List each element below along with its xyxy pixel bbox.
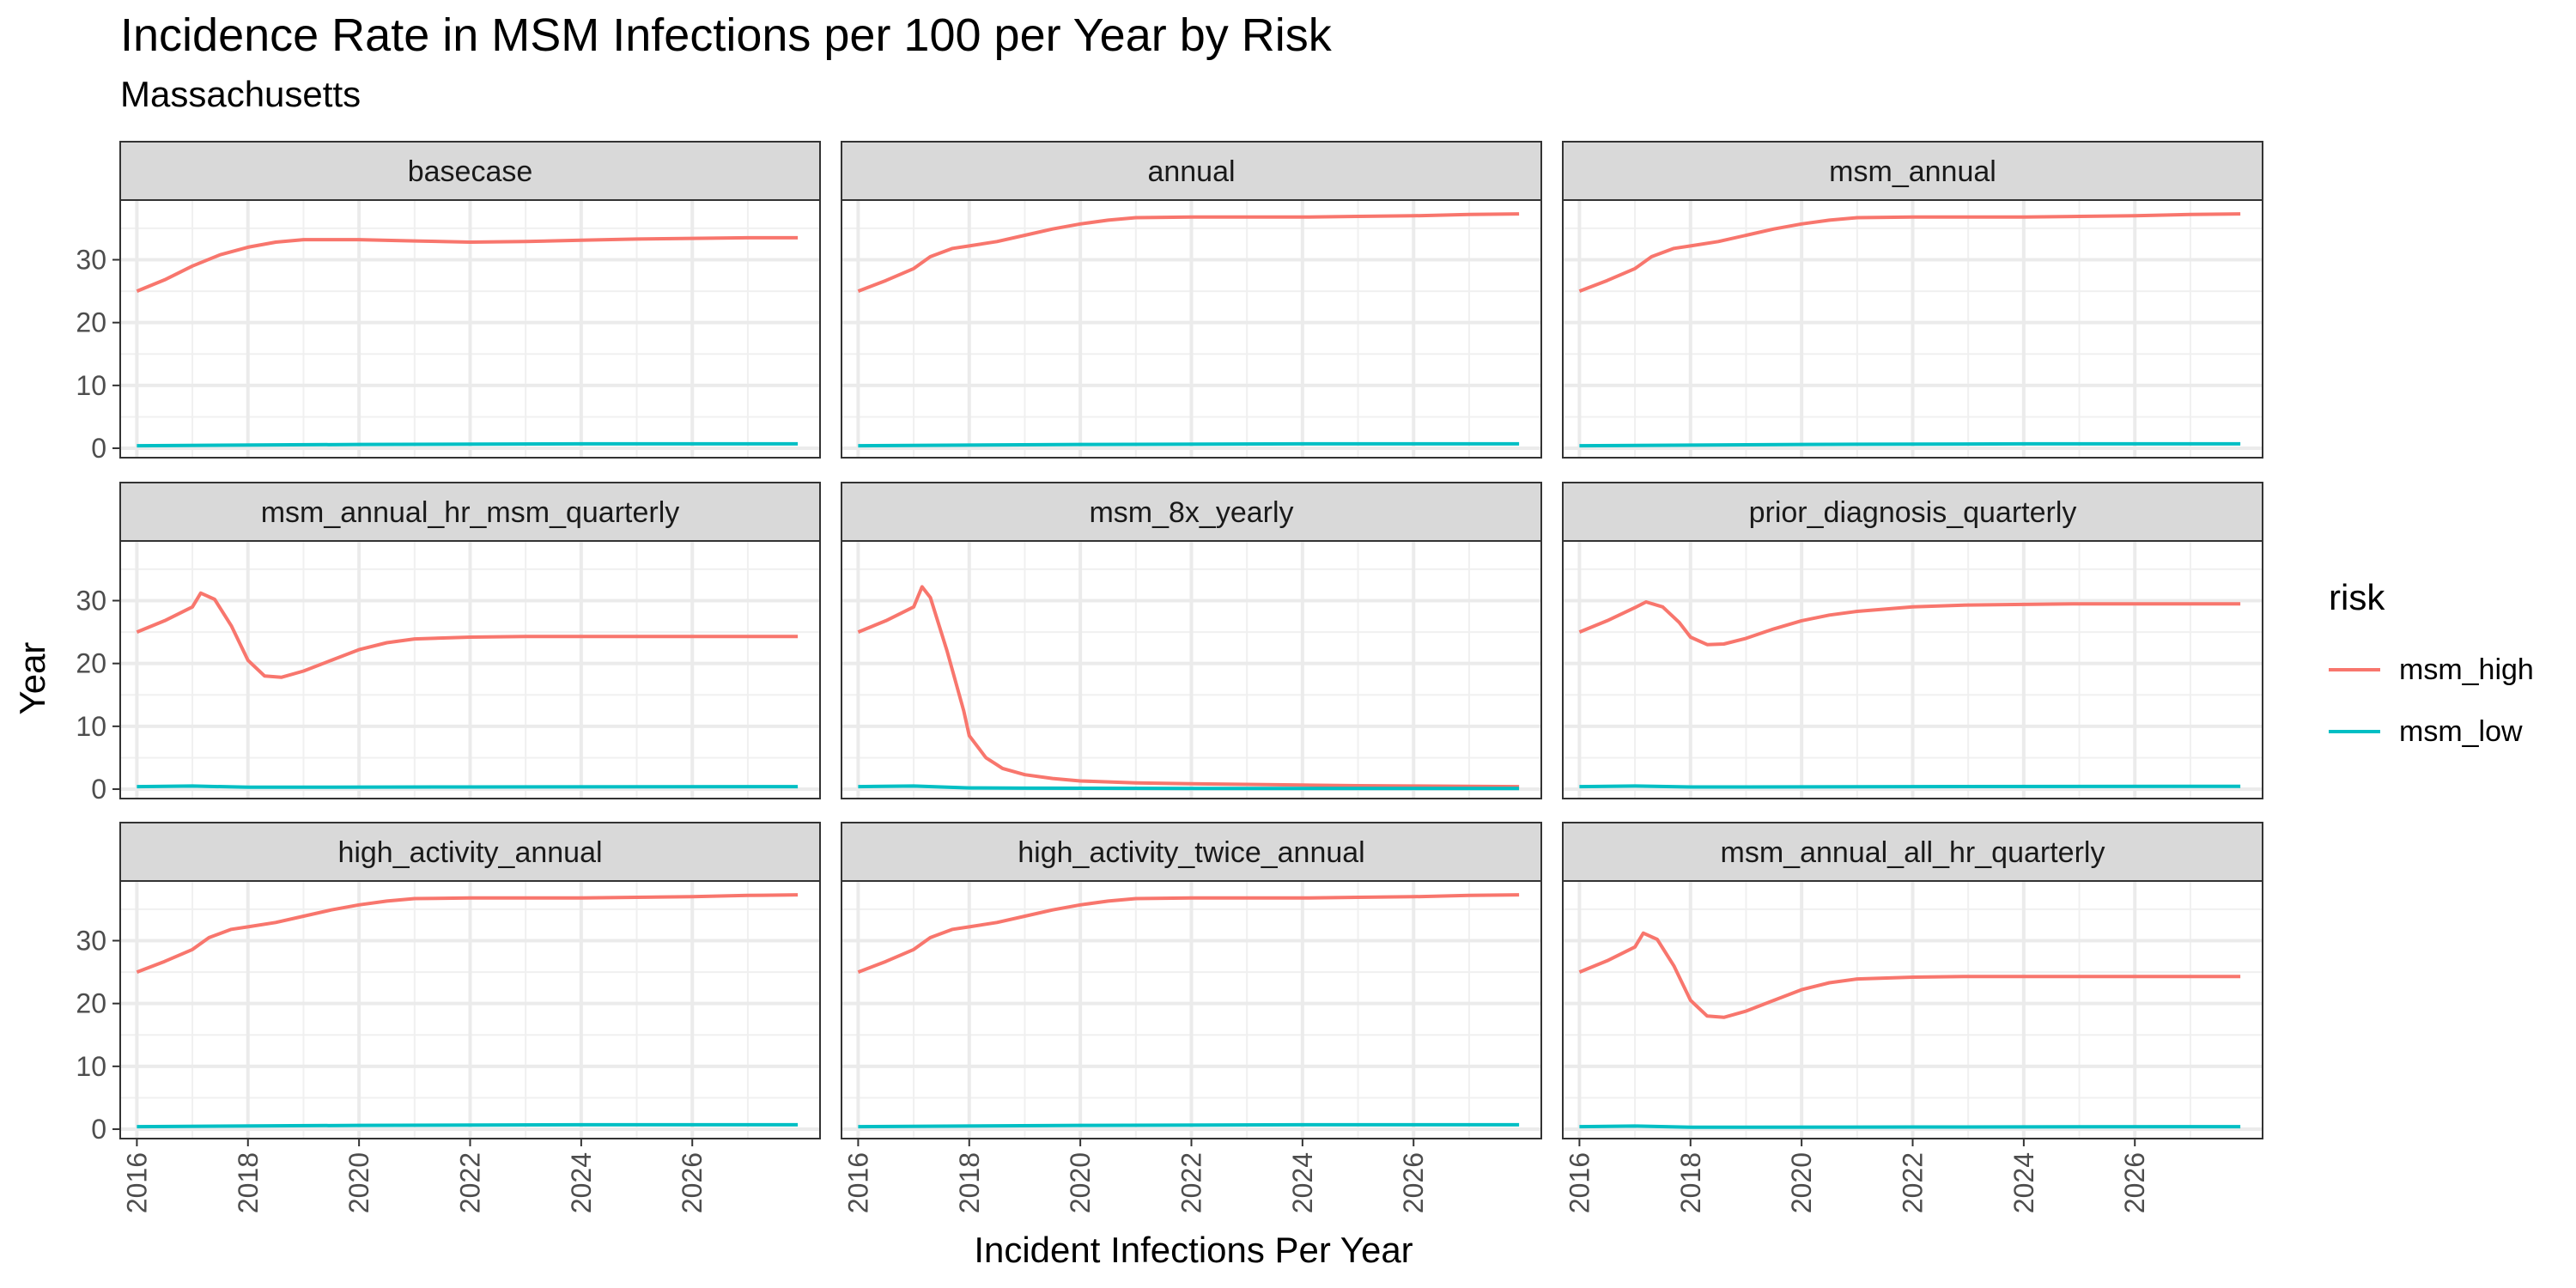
- x-tick-label: 2022: [1898, 1152, 1929, 1213]
- series-line-msm-high: [857, 893, 1520, 974]
- facet-label-annual: annual: [1147, 155, 1235, 188]
- x-tick-label: 2024: [2008, 1152, 2039, 1213]
- series-line-msm-low: [1579, 784, 2241, 789]
- y-tick-label: 20: [76, 648, 106, 679]
- x-tick-label: 2026: [677, 1152, 708, 1213]
- facet-label-high-activity-twice-annual: high_activity_twice_annual: [1018, 836, 1364, 869]
- facet-label-basecase: basecase: [408, 155, 533, 188]
- series-line-msm-low: [1579, 1124, 2241, 1129]
- facet-strip-msm-annual-hr-msm-quarterly: [119, 482, 821, 542]
- panel-border-prior-diagnosis-quarterly: [1562, 540, 2263, 799]
- x-tick-label: 2018: [233, 1152, 264, 1213]
- series-line-msm-high: [857, 585, 1520, 789]
- x-tick-label: 2018: [1675, 1152, 1706, 1213]
- legend-item-msm-low: msm_low: [2329, 714, 2523, 749]
- x-tick-label: 2026: [2119, 1152, 2150, 1213]
- series-line-msm-high: [857, 212, 1520, 293]
- legend-key-msm-high: [2329, 668, 2380, 671]
- facet-label-msm-8x-yearly: msm_8x_yearly: [1089, 496, 1293, 529]
- panel-border-annual: [841, 199, 1542, 459]
- facet-strip-msm-annual: [1562, 141, 2263, 201]
- legend-label-msm-low: msm_low: [2399, 714, 2523, 748]
- x-tick-label: 2016: [121, 1152, 152, 1213]
- panel-border-msm-annual-hr-msm-quarterly: [119, 540, 821, 799]
- series-line-msm-high: [136, 591, 799, 679]
- x-tick-label: 2022: [455, 1152, 486, 1213]
- y-tick-label: 10: [76, 370, 106, 401]
- legend-key-msm-low: [2329, 730, 2380, 733]
- series-line-msm-low: [858, 1122, 1520, 1129]
- facet-label-msm-annual-hr-msm-quarterly: msm_annual_hr_msm_quarterly: [261, 496, 680, 529]
- x-tick-label: 2020: [343, 1152, 374, 1213]
- legend-title: risk: [2329, 577, 2385, 617]
- x-axis-label: Incident Infections Per Year: [974, 1230, 1413, 1270]
- facet-label-high-activity-annual: high_activity_annual: [337, 836, 602, 869]
- y-tick-label: 0: [91, 774, 106, 805]
- series-line-msm-high: [1578, 931, 2241, 1019]
- facet-label-prior-diagnosis-quarterly: prior_diagnosis_quarterly: [1749, 496, 2077, 529]
- series-line-msm-low: [137, 441, 799, 448]
- x-tick-label: 2022: [1176, 1152, 1207, 1213]
- y-tick-label: 30: [76, 926, 106, 957]
- chart-title: Incidence Rate in MSM Infections per 100…: [120, 9, 1332, 61]
- x-tick-label: 2020: [1065, 1152, 1096, 1213]
- series-line-msm-high: [136, 893, 799, 974]
- y-tick-label: 20: [76, 307, 106, 338]
- facet-strip-msm-8x-yearly: [841, 482, 1542, 542]
- y-tick-label: 0: [91, 433, 106, 464]
- y-tick-label: 10: [76, 1051, 106, 1082]
- x-tick-label: 2018: [954, 1152, 985, 1213]
- panel-border-msm-8x-yearly: [841, 540, 1542, 799]
- facet-strip-high-activity-annual: [119, 822, 821, 882]
- x-tick-label: 2016: [1564, 1152, 1595, 1213]
- y-tick-label: 30: [76, 586, 106, 617]
- panel-border-basecase: [119, 199, 821, 459]
- series-line-msm-high: [1578, 212, 2241, 293]
- series-line-msm-low: [858, 784, 1520, 791]
- legend-label-msm-high: msm_high: [2399, 653, 2534, 686]
- x-tick-label: 2024: [1287, 1152, 1318, 1213]
- y-tick-label: 20: [76, 988, 106, 1019]
- x-tick-label: 2026: [1398, 1152, 1429, 1213]
- facet-strip-basecase: [119, 141, 821, 201]
- series-line-msm-low: [137, 784, 799, 789]
- panel-border-msm-annual: [1562, 199, 2263, 459]
- series-line-msm-low: [858, 441, 1520, 448]
- y-tick-label: 30: [76, 245, 106, 276]
- facet-strip-prior-diagnosis-quarterly: [1562, 482, 2263, 542]
- series-line-msm-low: [1579, 441, 2241, 448]
- x-tick-label: 2016: [842, 1152, 873, 1213]
- chart-subtitle: Massachusetts: [120, 74, 361, 114]
- facet-label-msm-annual: msm_annual: [1829, 155, 1996, 188]
- facet-strip-high-activity-twice-annual: [841, 822, 1542, 882]
- series-line-msm-high: [136, 235, 799, 293]
- facet-label-msm-annual-all-hr-quarterly: msm_annual_all_hr_quarterly: [1721, 836, 2105, 869]
- facet-strip-msm-annual-all-hr-quarterly: [1562, 822, 2263, 882]
- series-line-msm-low: [137, 1122, 799, 1129]
- x-tick-label: 2024: [566, 1152, 597, 1213]
- y-tick-label: 0: [91, 1114, 106, 1145]
- y-tick-label: 10: [76, 711, 106, 742]
- x-tick-label: 2020: [1786, 1152, 1817, 1213]
- legend-item-msm-high: msm_high: [2329, 653, 2534, 687]
- series-line-msm-high: [1578, 600, 2241, 647]
